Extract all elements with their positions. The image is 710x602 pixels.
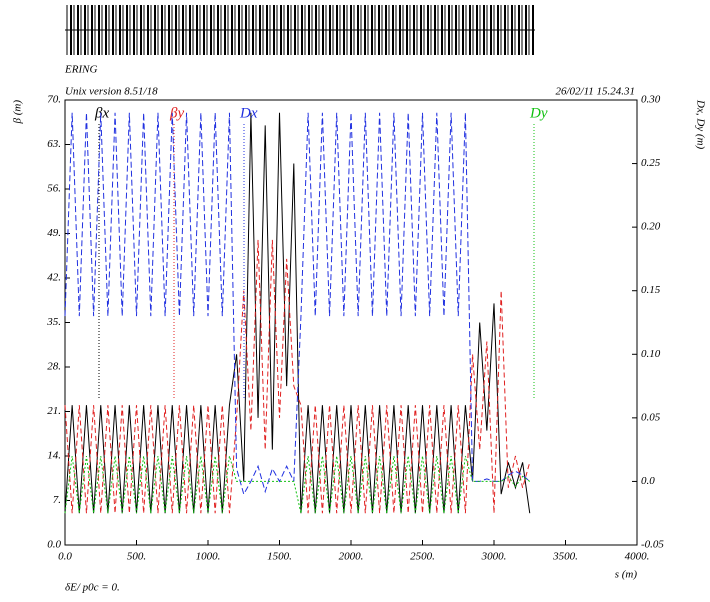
y2-tick-label: 0.30 xyxy=(641,94,661,106)
legend-label: βy xyxy=(169,105,184,121)
x-tick-label: 2000. xyxy=(339,551,364,563)
y2-tick-label: 0.15 xyxy=(641,284,661,296)
plot-frame xyxy=(64,99,638,546)
lattice xyxy=(65,5,535,55)
x-tick-label: 1500. xyxy=(267,551,292,563)
x-tick-label: 0.0 xyxy=(58,551,72,563)
series-line xyxy=(64,239,531,514)
y2-tick-label: 0.10 xyxy=(641,348,661,360)
y-tick-label: 21. xyxy=(47,405,61,417)
y-tick-label: 7. xyxy=(53,494,61,506)
y2-tick-label: 0.05 xyxy=(641,411,661,423)
y-tick-label: 42. xyxy=(47,272,61,284)
y2-tick-label: 0.20 xyxy=(641,221,661,233)
legend-label: βx xyxy=(94,105,109,121)
x-tick-label: 2500. xyxy=(410,551,435,563)
subtitle: Unix version 8.51/18 xyxy=(65,86,158,98)
series-line xyxy=(64,112,531,514)
x-label: s (m) xyxy=(615,569,638,581)
y-tick-label: 0.0 xyxy=(47,539,61,551)
x-tick-label: 3500. xyxy=(552,551,578,563)
legend-label: Dy xyxy=(529,105,548,121)
y-tick-label: 63. xyxy=(47,138,61,150)
y2-label: Dx, Dy (m) xyxy=(694,99,706,150)
x-tick-label: 500. xyxy=(127,551,146,563)
y-tick-label: 49. xyxy=(47,227,61,239)
y-label: β (m) xyxy=(12,100,24,125)
x-tick-label: 4000. xyxy=(625,551,650,563)
x-tick-label: 3000. xyxy=(481,551,507,563)
y2-tick-label: 0.0 xyxy=(641,475,655,487)
y-tick-label: 14. xyxy=(47,450,61,462)
legend-label: Dx xyxy=(239,105,258,121)
y-tick-label: 56. xyxy=(47,183,61,195)
footnote: δE/ p0c = 0. xyxy=(65,582,120,594)
x-tick-label: 1000. xyxy=(196,551,221,563)
timestamp: 26/02/11 15.24.31 xyxy=(555,86,635,98)
y2-tick-label: 0.25 xyxy=(641,157,661,169)
y-tick-label: 70. xyxy=(47,94,61,106)
series-line xyxy=(64,455,531,514)
y2-tick-label: -0.05 xyxy=(641,539,664,551)
title: ERING xyxy=(64,64,97,76)
y-tick-label: 35. xyxy=(46,316,61,328)
y-tick-label: 28. xyxy=(47,361,61,373)
series-line xyxy=(64,112,531,496)
